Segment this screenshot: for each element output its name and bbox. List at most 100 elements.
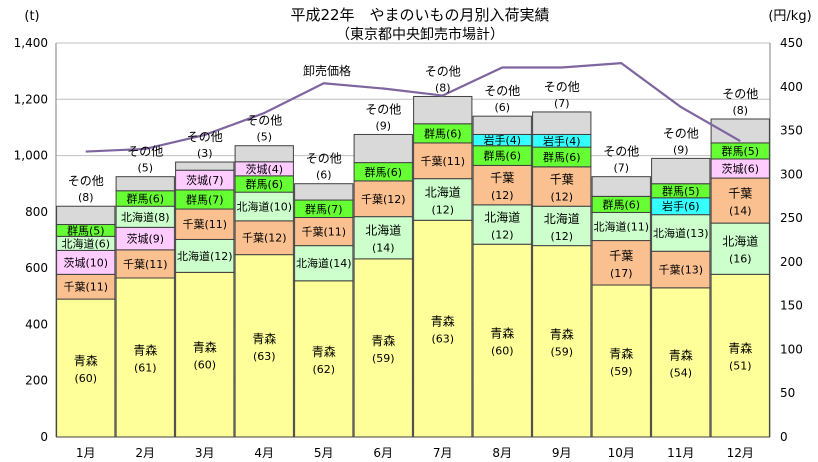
- segment-label: 千葉(13): [658, 263, 703, 277]
- right-tick-label: 100: [780, 342, 803, 356]
- segment-label: 群馬(6): [126, 191, 164, 205]
- bar-segment: [353, 216, 413, 260]
- segment-label: 青森: [550, 326, 574, 341]
- left-tick-label: 600: [25, 261, 48, 275]
- segment-label: 岩手(4): [483, 133, 521, 147]
- segment-value-label: (59): [610, 365, 633, 378]
- price-line-path: [85, 62, 741, 153]
- left-tick-label: 400: [25, 317, 48, 331]
- bar-segment: [710, 273, 770, 438]
- bar-segment: [651, 214, 711, 252]
- segment-label: 群馬(5): [662, 184, 700, 198]
- segment-label: 青森: [431, 314, 455, 329]
- segment-value-label: (5): [137, 162, 153, 175]
- bar-segment: [294, 216, 354, 247]
- segment-label: 北海道: [425, 184, 461, 199]
- segment-label: 北海道(10): [236, 200, 292, 214]
- segment-label: 青森: [133, 342, 157, 357]
- bar-segment: [175, 271, 235, 438]
- segment-label: 青森: [193, 340, 217, 355]
- segment-label: 千葉(11): [123, 257, 168, 271]
- segment-label: その他: [127, 145, 163, 159]
- segment-value-label: (14): [372, 242, 395, 255]
- x-tick-label: 8月: [492, 446, 512, 460]
- left-tick-label: 1,200: [14, 92, 48, 106]
- segment-label: その他: [484, 84, 520, 98]
- segment-value-label: (63): [253, 350, 276, 363]
- bar-segment: [413, 142, 473, 180]
- segment-label: 千葉: [550, 173, 574, 187]
- left-tick-label: 1,400: [14, 36, 48, 50]
- bar-segment: [413, 178, 473, 221]
- bar-segment: [591, 176, 651, 197]
- segment-value-label: (8): [435, 81, 451, 94]
- bar-segment: [591, 240, 651, 286]
- segment-label: 茨城(9): [126, 232, 164, 246]
- segment-value-label: (59): [372, 352, 395, 365]
- segment-label: 群馬(6): [602, 197, 640, 211]
- bar-segment: [294, 183, 354, 201]
- right-tick-label: 250: [780, 211, 803, 225]
- segment-label: 北海道(13): [653, 226, 709, 240]
- bar-segment: [651, 287, 711, 438]
- segment-value-label: (54): [669, 366, 692, 379]
- segment-value-label: (60): [491, 345, 514, 358]
- left-tick-label: 200: [25, 374, 48, 388]
- chart-subtitle: （東京都中央卸売市場計）: [336, 26, 504, 43]
- bar-segment: [710, 222, 770, 275]
- segment-value-label: (61): [134, 361, 157, 374]
- bar-segment: [651, 250, 711, 289]
- bar-segment: [234, 145, 294, 163]
- x-tick-label: 3月: [195, 446, 215, 460]
- segment-label: 千葉: [609, 249, 633, 263]
- chart-title: 平成22年 やまのいもの月別入荷実績: [290, 6, 549, 24]
- left-tick-label: 1,000: [14, 149, 48, 163]
- segment-value-label: (14): [729, 205, 752, 218]
- segment-label: 岩手(6): [662, 199, 700, 213]
- right-tick-label: 50: [780, 386, 795, 400]
- x-tick-label: 1月: [76, 446, 96, 460]
- segment-label: 茨城(4): [245, 162, 283, 176]
- bar-segment: [115, 249, 175, 279]
- segment-value-label: (9): [673, 143, 689, 156]
- bar-segment: [591, 284, 651, 438]
- bar-segment: [234, 220, 294, 256]
- bar-segment: [56, 298, 116, 438]
- bar-segment: [472, 204, 532, 245]
- bar-segment: [353, 133, 413, 164]
- gridlines: [56, 42, 770, 438]
- segment-label: 群馬(6): [543, 150, 581, 164]
- right-tick-label: 150: [780, 299, 803, 313]
- segment-label: 群馬(7): [186, 192, 224, 206]
- x-tick-label: 2月: [135, 446, 155, 460]
- segment-label: 北海道: [722, 234, 758, 249]
- segment-label: その他: [246, 114, 282, 128]
- segment-label: 北海道(11): [593, 219, 649, 233]
- right-tick-label: 400: [780, 80, 803, 94]
- segment-value-label: (63): [431, 333, 454, 346]
- segment-value-label: (59): [550, 345, 573, 358]
- bar-segment: [115, 277, 175, 438]
- segment-label: その他: [306, 152, 342, 166]
- right-tick-label: 0: [780, 430, 788, 444]
- segment-value-label: (8): [78, 191, 94, 204]
- segment-label: 北海道(6): [61, 236, 110, 250]
- segment-label: 青森: [490, 326, 514, 341]
- right-tick-label: 300: [780, 167, 803, 181]
- segment-value-label: (6): [494, 101, 510, 114]
- segment-label: 群馬(6): [245, 177, 283, 191]
- segment-label: 茨城(7): [186, 173, 224, 187]
- segment-label: その他: [603, 145, 639, 159]
- segment-label: 青森: [371, 333, 395, 348]
- bar-segment: [472, 243, 532, 438]
- segment-label: その他: [68, 174, 104, 188]
- segment-label: 青森: [669, 347, 693, 362]
- segment-value-label: (6): [316, 169, 332, 182]
- segment-label: 千葉: [490, 171, 514, 185]
- left-tick-label: 0: [40, 430, 48, 444]
- bar-segment: [175, 238, 235, 273]
- x-tick-label: 9月: [552, 446, 572, 460]
- segment-value-label: (7): [613, 162, 629, 175]
- segment-label: その他: [663, 126, 699, 140]
